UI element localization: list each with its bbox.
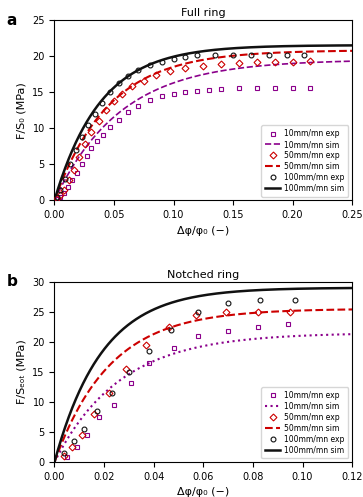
Text: a: a (7, 12, 17, 28)
X-axis label: Δφ/φ₀ (−): Δφ/φ₀ (−) (177, 488, 229, 497)
Legend: 10mm/mn exp, 10mm/mn sim, 50mm/mn exp, 50mm/mn sim, 100mm/mn exp, 100mm/mn sim: 10mm/mn exp, 10mm/mn sim, 50mm/mn exp, 5… (261, 125, 348, 197)
X-axis label: Δφ/φ₀ (−): Δφ/φ₀ (−) (177, 226, 229, 236)
Title: Full ring: Full ring (181, 8, 225, 18)
Title: Notched ring: Notched ring (167, 269, 240, 279)
Y-axis label: F/Sₑₒₜ (MPa): F/Sₑₒₜ (MPa) (17, 339, 26, 405)
Legend: 10mm/mn exp, 10mm/mn sim, 50mm/mn exp, 50mm/mn sim, 100mm/mn exp, 100mm/mn sim: 10mm/mn exp, 10mm/mn sim, 50mm/mn exp, 5… (261, 387, 348, 458)
Text: b: b (7, 274, 18, 289)
Y-axis label: F/S₀ (MPa): F/S₀ (MPa) (17, 82, 26, 139)
